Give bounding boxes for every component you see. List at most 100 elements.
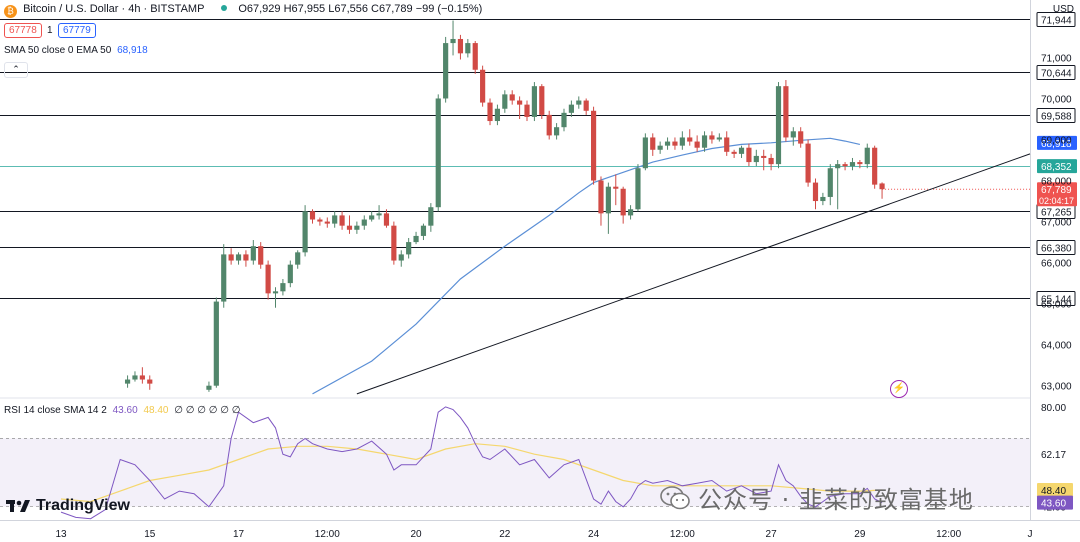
candle-body bbox=[287, 264, 293, 284]
candle-body bbox=[650, 137, 656, 150]
sma-legend-value: 68,918 bbox=[117, 45, 148, 56]
candle-body bbox=[568, 104, 574, 113]
ask-price-box[interactable]: 67779 bbox=[58, 23, 96, 38]
candle-body bbox=[864, 147, 870, 165]
candle-body bbox=[317, 219, 323, 222]
candle-body bbox=[361, 219, 367, 226]
candle-body bbox=[531, 86, 537, 117]
candle-body bbox=[435, 98, 441, 208]
candle-body bbox=[812, 182, 819, 202]
time-tick-label: 12:00 bbox=[670, 529, 695, 540]
rsi-value-label: 43.60 bbox=[1041, 499, 1066, 510]
rsi-legend-value: 43.60 bbox=[112, 405, 138, 416]
rsi-legend-extra: ∅ ∅ ∅ ∅ ∅ ∅ bbox=[174, 405, 241, 416]
lightning-icon[interactable]: ⚡ bbox=[890, 380, 908, 398]
level-label: 67,265 bbox=[1041, 208, 1072, 219]
candle-body bbox=[509, 94, 515, 101]
candle-body bbox=[480, 69, 486, 103]
rsi-sma-legend-value: 48.40 bbox=[143, 405, 169, 416]
tradingview-logo-icon bbox=[6, 500, 30, 512]
candle-body bbox=[309, 211, 316, 220]
rsi-legend[interactable]: RSI 14 close SMA 14 2 43.60 48.40 ∅ ∅ ∅ … bbox=[4, 405, 240, 416]
candle-body bbox=[694, 141, 700, 148]
candle-body bbox=[502, 94, 508, 109]
price-highlight-label: 68,918 bbox=[1041, 139, 1072, 150]
sma-legend[interactable]: SMA 50 close 0 EMA 50 68,918 bbox=[4, 45, 148, 56]
candle-body bbox=[627, 209, 634, 216]
candle-body bbox=[635, 168, 641, 210]
candle-body bbox=[406, 242, 412, 255]
candle-body bbox=[443, 43, 449, 99]
time-tick-label: 17 bbox=[233, 529, 245, 540]
price-highlight-box bbox=[1037, 182, 1077, 207]
watermark: 公众号 · 韭菜的致富基地 bbox=[660, 480, 974, 515]
time-tick-label: 20 bbox=[410, 529, 422, 540]
price-tick-label: 70,000 bbox=[1041, 94, 1072, 105]
candle-body bbox=[546, 114, 552, 136]
candle-body bbox=[746, 147, 752, 163]
ohlc-readout: O67,929 H67,955 L67,556 C67,789 −99 (−0.… bbox=[238, 3, 483, 15]
candle-body bbox=[383, 213, 390, 226]
symbol-title[interactable]: Bitcoin / U.S. Dollar · 4h · BITSTAMP bbox=[23, 3, 205, 15]
time-tick-label: 12:00 bbox=[315, 529, 340, 540]
candle-body bbox=[709, 135, 715, 140]
bid-price-box[interactable]: 67778 bbox=[4, 23, 42, 38]
time-tick-label: 22 bbox=[499, 529, 511, 540]
level-label-box bbox=[1036, 12, 1076, 27]
price-highlight-label: 67,789 bbox=[1041, 185, 1072, 196]
candle-body bbox=[413, 235, 419, 243]
candle-body bbox=[250, 246, 256, 261]
time-tick-label: 24 bbox=[588, 529, 600, 540]
candle-body bbox=[775, 86, 782, 165]
candle-body bbox=[139, 375, 145, 380]
candle-body bbox=[561, 112, 567, 128]
candle-body bbox=[768, 157, 774, 165]
time-tick-label: J bbox=[1028, 529, 1033, 540]
candle-body bbox=[465, 43, 471, 54]
candle-body bbox=[450, 38, 456, 44]
tradingview-logo[interactable]: TradingView bbox=[6, 497, 130, 515]
candle-body bbox=[716, 137, 722, 140]
candle-body bbox=[679, 137, 685, 146]
collapse-legend-button[interactable]: ⌃ bbox=[4, 62, 28, 78]
price-highlight-box bbox=[1037, 159, 1077, 174]
candle-body bbox=[701, 135, 708, 148]
candle-body bbox=[835, 164, 841, 169]
market-status-dot-icon bbox=[221, 5, 228, 11]
chevron-up-icon: ⌃ bbox=[12, 64, 20, 74]
candle-body bbox=[420, 225, 427, 236]
candle-body bbox=[798, 131, 804, 144]
time-tick-label: 15 bbox=[144, 529, 156, 540]
candle-body bbox=[761, 155, 767, 158]
level-label-box bbox=[1036, 291, 1076, 306]
countdown-label: 02:04:17 bbox=[1039, 196, 1074, 206]
time-tick-label: 29 bbox=[854, 529, 866, 540]
price-tick-label: 66,000 bbox=[1041, 259, 1072, 270]
candle-body bbox=[664, 141, 671, 146]
candle-body bbox=[805, 143, 811, 183]
candle-body bbox=[583, 100, 589, 111]
tradingview-logo-text: TradingView bbox=[36, 497, 130, 514]
candle-body bbox=[842, 164, 848, 167]
candle-body bbox=[724, 137, 730, 152]
candle-body bbox=[206, 385, 212, 390]
currency-label[interactable]: USD bbox=[1052, 4, 1074, 15]
candle-body bbox=[272, 291, 279, 294]
candle-body bbox=[879, 183, 885, 190]
candle-body bbox=[517, 100, 523, 105]
candle-body bbox=[472, 43, 478, 70]
candle-body bbox=[243, 254, 249, 261]
candle-body bbox=[605, 186, 611, 214]
rsi-tick-label: 62.17 bbox=[1041, 450, 1066, 461]
time-tick-label: 27 bbox=[766, 529, 778, 540]
level-label: 71,944 bbox=[1041, 16, 1072, 27]
candle-body bbox=[391, 225, 397, 261]
candle-body bbox=[324, 221, 330, 224]
candle-body bbox=[428, 207, 434, 226]
candle-body bbox=[295, 252, 301, 265]
candle-body bbox=[457, 38, 464, 54]
candle-body bbox=[332, 215, 338, 224]
candle-body bbox=[657, 145, 663, 150]
candle-body bbox=[687, 137, 693, 142]
